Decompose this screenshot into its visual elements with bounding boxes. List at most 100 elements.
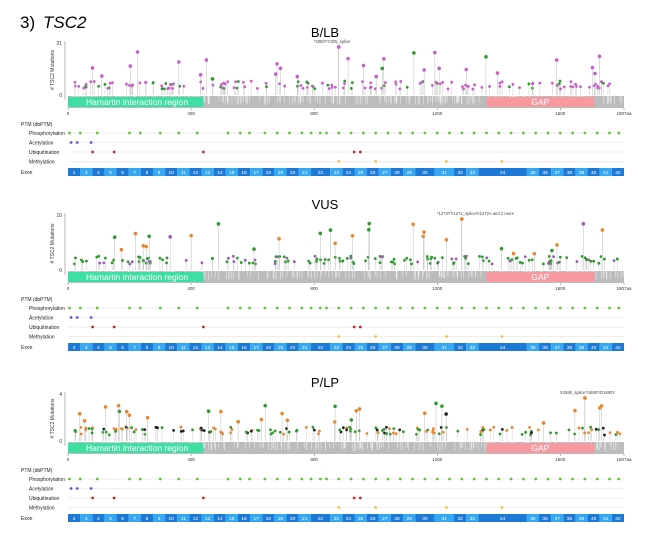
exon-block xyxy=(478,514,527,522)
exon-block xyxy=(575,168,588,176)
ptm-site xyxy=(448,477,451,481)
ptm-site xyxy=(226,306,230,310)
lollipop-point xyxy=(479,430,483,434)
lollipop-point xyxy=(527,82,531,86)
y-axis-label: # TSC2 Mutations xyxy=(50,398,56,438)
ptm-site xyxy=(300,306,304,310)
lollipop-point xyxy=(541,421,546,425)
lollipop-point xyxy=(216,222,221,226)
exon-number: 13 xyxy=(205,170,211,176)
lollipop-point xyxy=(116,403,121,408)
exon-block xyxy=(434,514,455,522)
ptm-site xyxy=(571,306,575,310)
lollipop-point xyxy=(90,427,94,431)
lollipop-point xyxy=(333,85,337,89)
lollipop-point xyxy=(488,85,491,88)
lollipop-point xyxy=(402,430,405,434)
lollipop-point xyxy=(530,258,534,262)
lollipop-point xyxy=(436,261,439,265)
ptm-site xyxy=(546,131,550,135)
exon-number: 21 xyxy=(302,345,308,351)
ptm-site xyxy=(546,477,550,481)
lollipop-point xyxy=(415,432,418,436)
lollipop-point xyxy=(569,80,573,84)
top-mutation-annotation: *1273*/Y1272_splice/V1272A and 2 more xyxy=(437,211,515,216)
lollipop-point xyxy=(499,246,504,251)
lollipop-point xyxy=(440,256,444,260)
lollipop-point xyxy=(84,82,88,86)
lollipop-point xyxy=(487,259,491,263)
lollipop-point xyxy=(120,427,123,430)
exon-block xyxy=(213,343,226,351)
exon-block xyxy=(274,343,287,351)
exon-number: 42 xyxy=(615,345,621,351)
ptm-site xyxy=(248,477,251,481)
lollipop-point xyxy=(144,244,149,249)
exon-number: 14 xyxy=(217,516,223,522)
lollipop-point-top xyxy=(583,396,587,400)
lollipop-point xyxy=(264,81,268,85)
ptm-site xyxy=(300,131,304,135)
lollipop-point xyxy=(590,65,595,70)
ptm-site xyxy=(398,306,402,310)
exon-block xyxy=(140,343,153,351)
lollipop-point xyxy=(558,79,562,83)
exon-block xyxy=(551,343,564,351)
exon-number: 8 xyxy=(146,170,149,176)
lollipop-point xyxy=(461,85,464,89)
ptm-site xyxy=(95,131,99,135)
exon-block xyxy=(415,514,435,522)
lollipop-point xyxy=(507,85,511,89)
lollipop-point xyxy=(367,227,371,232)
ptm-site xyxy=(226,477,230,481)
exon-block xyxy=(403,514,416,522)
exon-block xyxy=(140,514,153,522)
ptm-site xyxy=(445,160,448,163)
x-tick-label: 1807aa xyxy=(616,111,632,116)
exon-block xyxy=(128,343,141,351)
ptm-site xyxy=(534,477,538,481)
lollipop-point xyxy=(161,258,164,262)
lollipop-point xyxy=(399,80,403,83)
exon-block xyxy=(262,343,275,351)
lollipop-point xyxy=(278,66,283,71)
lollipop-point xyxy=(263,403,268,408)
exon-block xyxy=(165,514,178,522)
exon-number: 29 xyxy=(406,170,412,176)
exon-block xyxy=(274,168,287,176)
ptm-site xyxy=(138,131,142,135)
lollipop-point xyxy=(380,66,384,71)
exon-number: 10 xyxy=(169,516,175,522)
lollipop-point xyxy=(454,257,458,261)
exon-block xyxy=(354,514,367,522)
ptm-row-label: Ubiquitination xyxy=(29,325,60,331)
ptm-site xyxy=(226,131,230,135)
lollipop-point xyxy=(114,429,117,433)
lollipop-point xyxy=(343,79,347,83)
lollipop-point xyxy=(102,261,106,265)
lollipop-point xyxy=(437,432,441,436)
exon-block xyxy=(104,514,117,522)
lollipop-point xyxy=(373,257,377,261)
ptm-site xyxy=(91,325,95,329)
top-mutation-annotation: *3050*/Y305_splice xyxy=(314,39,351,44)
lollipop-point xyxy=(338,428,342,432)
ptm-site xyxy=(195,306,199,310)
lollipop-point xyxy=(425,255,429,258)
exon-number: 16 xyxy=(241,516,247,522)
exon-number: 7 xyxy=(133,516,136,522)
lollipop-point xyxy=(295,74,300,79)
exon-block xyxy=(250,168,263,176)
ptm-site xyxy=(374,335,378,338)
ptm-site xyxy=(68,477,71,481)
lollipop-point xyxy=(385,432,388,436)
lollipop-point xyxy=(375,428,379,432)
lollipop-point xyxy=(330,83,334,87)
ptm-site xyxy=(500,506,504,509)
exon-number: 26 xyxy=(370,516,376,522)
ptm-site xyxy=(448,306,451,310)
ptm-site xyxy=(89,141,93,144)
lollipop-point xyxy=(168,235,172,239)
lollipop-point xyxy=(124,425,128,429)
